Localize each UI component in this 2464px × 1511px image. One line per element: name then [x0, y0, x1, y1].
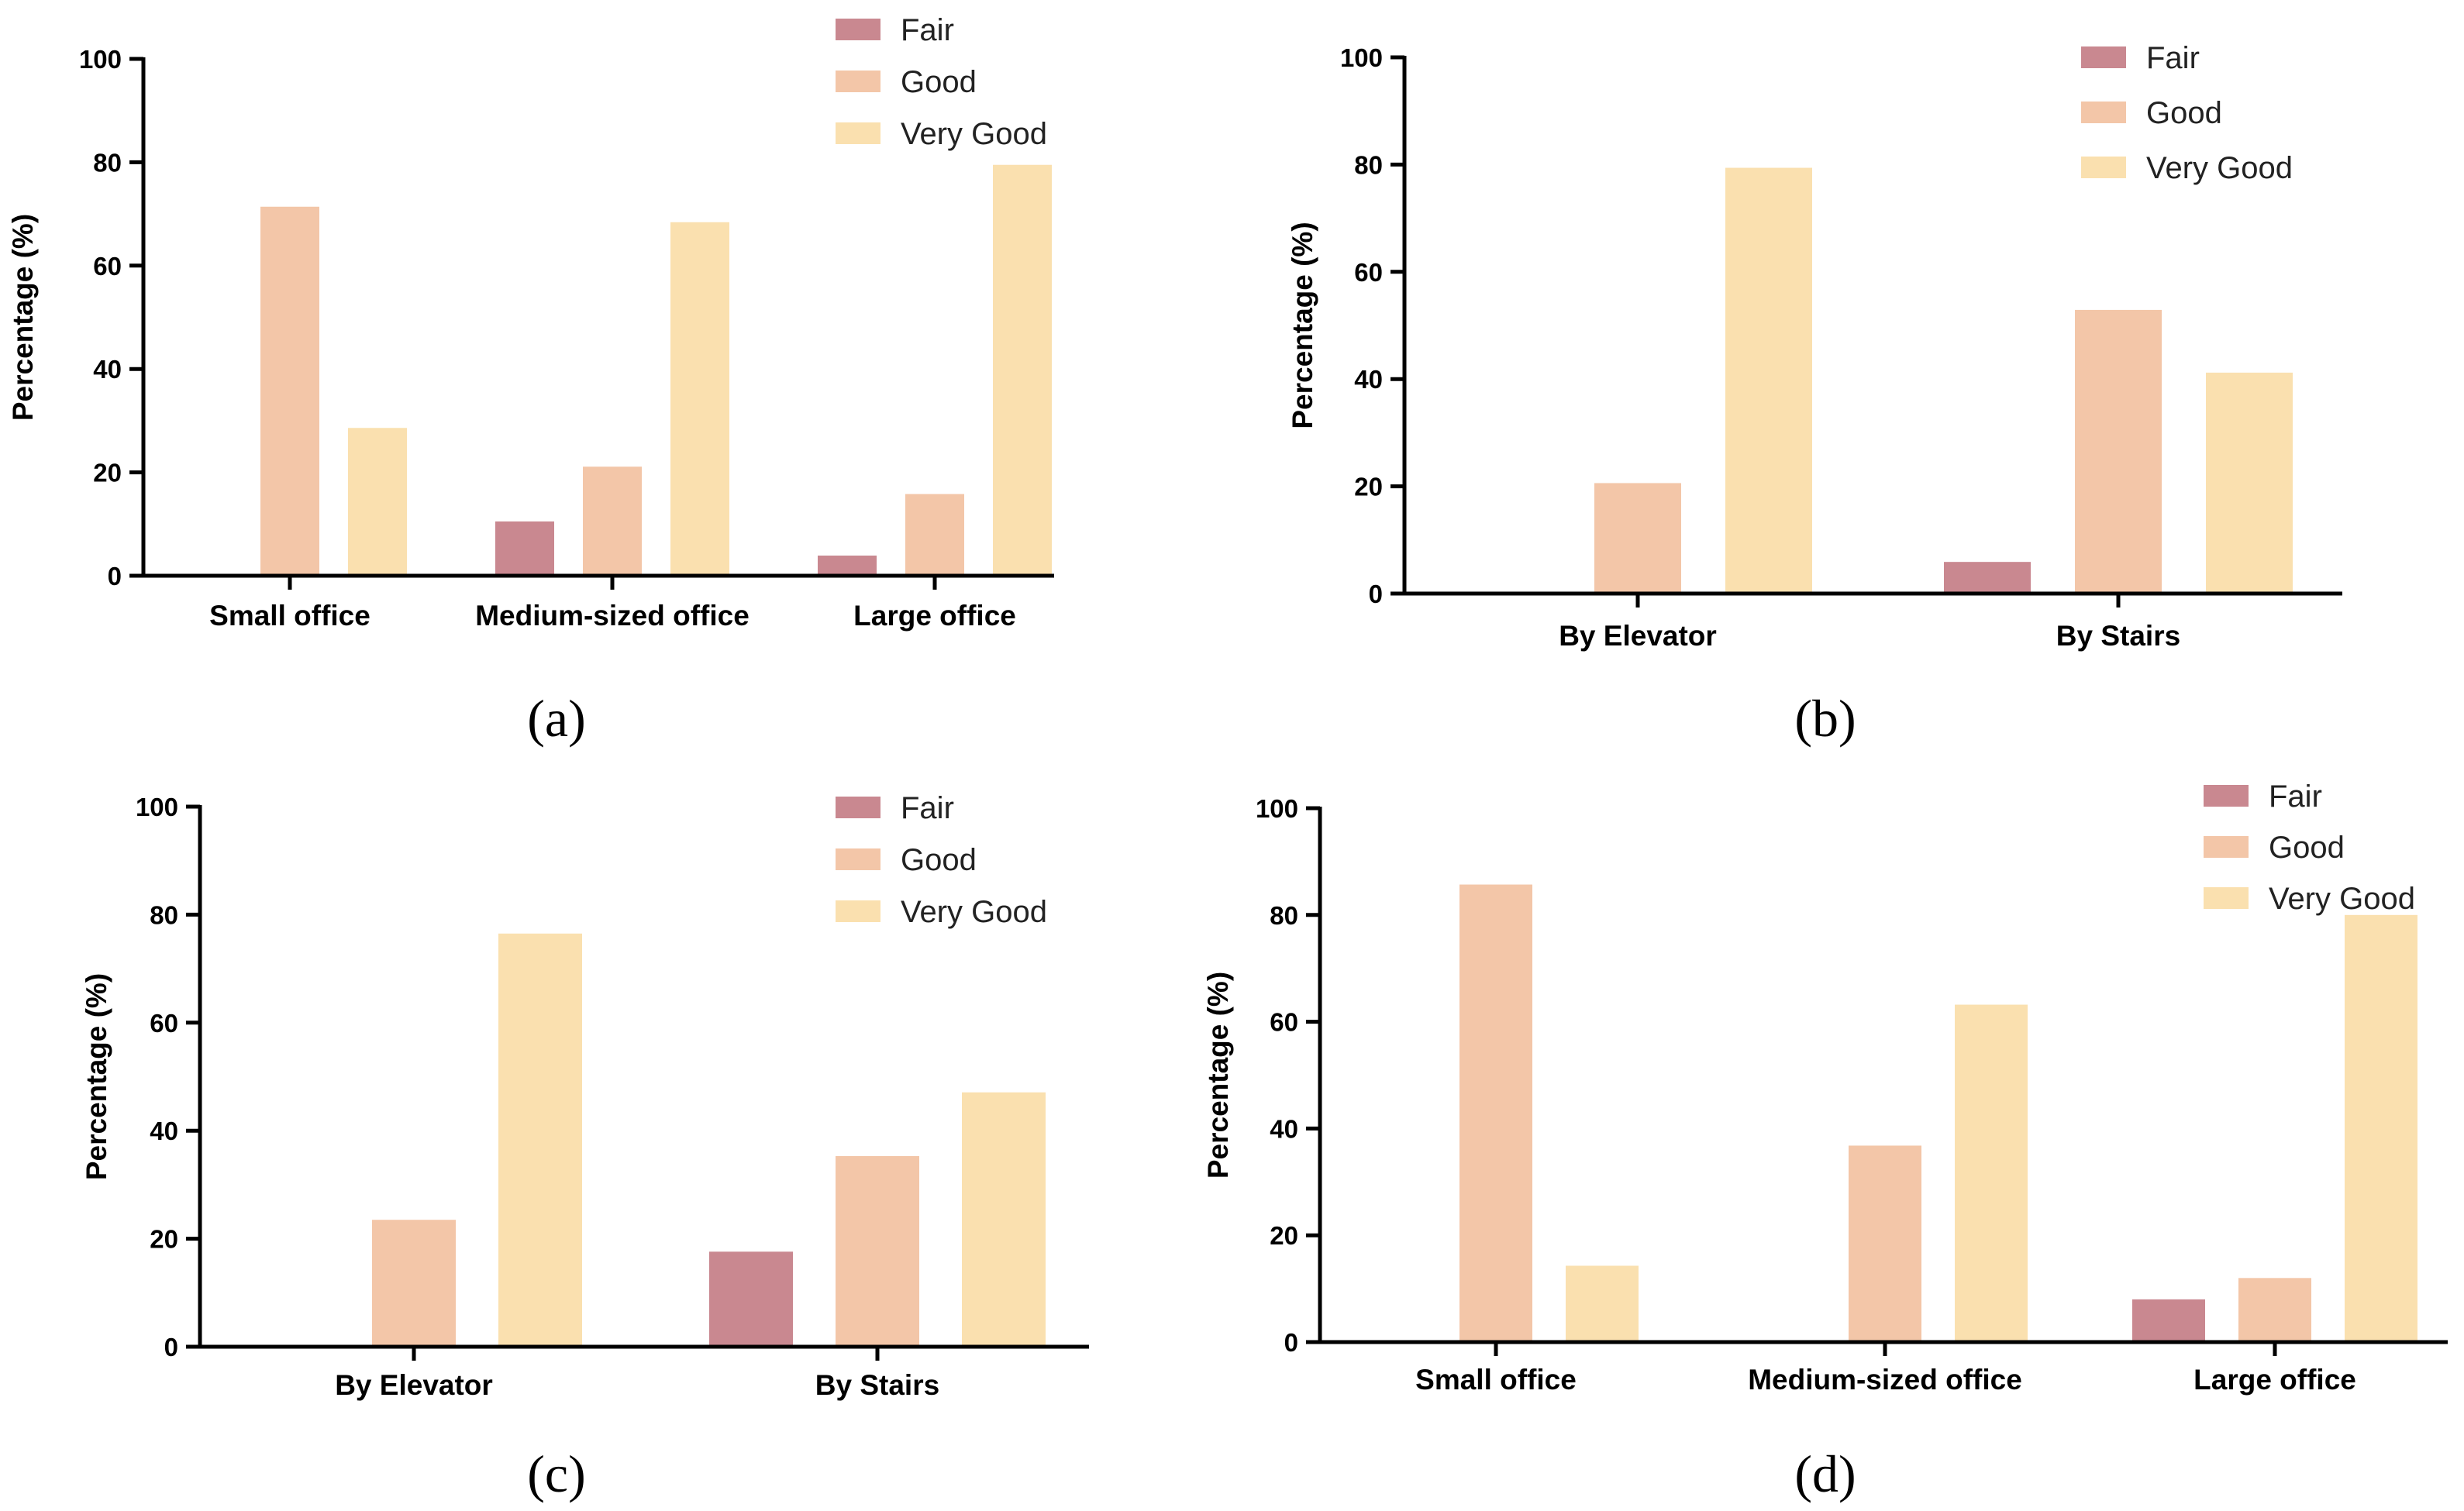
chart-panel-c: 0 20 40 60 80 100 By Elevator By Stairs Percenta…: [81, 791, 1089, 1503]
x-tick-label: Medium-sized office: [1748, 1364, 2022, 1396]
legend-swatch: [836, 900, 880, 922]
y-tick-label: 40: [1270, 1114, 1298, 1143]
bar-very-good-small-office: [1566, 1265, 1639, 1342]
legend-swatch: [2204, 887, 2249, 909]
bar-very-good-by-stairs: [962, 1092, 1046, 1347]
y-tick-label: 80: [93, 148, 122, 177]
bar-very-good-large-office: [2345, 914, 2417, 1342]
legend-label: Good: [2146, 96, 2222, 130]
chart-panel-a: 0 20 40 60 80 100 Small office Medium-sized off…: [7, 13, 1054, 748]
legend-label: Good: [901, 843, 977, 877]
y-tick-label: 0: [1369, 580, 1383, 608]
legend-swatch: [836, 797, 880, 818]
y-tick-label: 100: [136, 793, 178, 821]
legend-label: Very Good: [901, 895, 1047, 929]
bar-fair-by-stairs: [709, 1251, 793, 1347]
y-tick-label: 0: [164, 1333, 178, 1361]
y-tick-label: 40: [150, 1117, 178, 1145]
y-axis-label: Percentage (%): [1287, 222, 1318, 429]
y-tick-label: 20: [93, 459, 122, 487]
y-tick-label: 80: [1270, 901, 1298, 930]
legend-swatch: [836, 122, 880, 144]
y-tick-label: 100: [1340, 43, 1383, 72]
bar-good-by-elevator: [1594, 483, 1681, 594]
bar-very-good-by-elevator: [1725, 167, 1812, 594]
legend-label: Fair: [2146, 41, 2200, 75]
chart-panel-b: 0 20 40 60 80 100 By Elevator By Stairs Percenta…: [1287, 41, 2342, 748]
y-axis-label: Percentage (%): [7, 214, 39, 421]
legend-swatch: [2081, 157, 2126, 178]
y-tick-label: 100: [79, 45, 122, 74]
legend-label: Good: [901, 65, 977, 99]
x-tick-label: Small office: [209, 600, 370, 632]
bar-good-by-stairs: [2075, 309, 2162, 594]
y-tick-label: 80: [150, 900, 178, 929]
bar-good-medium-sized-office: [1849, 1145, 1921, 1342]
bar-good-small-office: [260, 206, 319, 576]
bar-good-large-office: [2238, 1278, 2311, 1342]
bar-good-medium-sized-office: [583, 466, 642, 576]
bar-fair-large-office: [2132, 1299, 2205, 1342]
panel-label: (c): [527, 1444, 585, 1503]
panel-label: (b): [1794, 689, 1856, 748]
y-tick-label: 20: [1270, 1221, 1298, 1250]
bar-fair-by-stairs: [1944, 562, 2031, 594]
bar-very-good-small-office: [348, 428, 407, 576]
x-tick-label: Medium-sized office: [475, 600, 750, 632]
x-tick-label: Large office: [2193, 1364, 2356, 1396]
legend-swatch: [2204, 836, 2249, 858]
bar-very-good-large-office: [993, 164, 1052, 577]
y-axis-label: Percentage (%): [1202, 972, 1234, 1179]
bar-very-good-by-stairs: [2206, 372, 2293, 594]
bar-very-good-medium-sized-office: [1955, 1004, 2028, 1342]
legend-swatch: [836, 71, 880, 92]
y-tick-label: 40: [93, 355, 122, 384]
legend-swatch: [836, 19, 880, 40]
bar-good-small-office: [1459, 884, 1532, 1342]
y-tick-label: 20: [1354, 473, 1383, 501]
legend-label: Fair: [901, 791, 954, 825]
legend-swatch: [836, 848, 880, 870]
legend-swatch: [2081, 102, 2126, 123]
y-tick-label: 80: [1354, 150, 1383, 179]
y-tick-label: 60: [1270, 1008, 1298, 1037]
panel-label: (a): [527, 689, 585, 748]
y-tick-label: 0: [1284, 1328, 1298, 1357]
bar-fair-large-office: [818, 555, 877, 576]
y-tick-label: 0: [108, 562, 122, 590]
y-tick-label: 100: [1256, 794, 1298, 823]
legend-label: Good: [2269, 831, 2345, 865]
bar-good-large-office: [905, 494, 964, 576]
legend-label: Fair: [901, 13, 954, 47]
bar-good-by-elevator: [372, 1220, 456, 1347]
x-tick-label: By Stairs: [815, 1369, 939, 1401]
y-tick-label: 60: [150, 1009, 178, 1038]
legend-swatch: [2204, 785, 2249, 807]
x-tick-label: Large office: [853, 600, 1016, 632]
legend-label: Fair: [2269, 780, 2322, 814]
chart-panel-d: 0 20 40 60 80 100 Small office Medium-sized off…: [1202, 780, 2448, 1503]
panel-label: (d): [1794, 1444, 1856, 1503]
bar-good-by-stairs: [836, 1155, 919, 1347]
bar-very-good-medium-sized-office: [670, 222, 729, 576]
legend-label: Very Good: [901, 117, 1047, 151]
y-tick-label: 40: [1354, 365, 1383, 394]
y-tick-label: 60: [1354, 258, 1383, 287]
x-tick-label: By Stairs: [2056, 620, 2180, 652]
y-tick-label: 20: [150, 1225, 178, 1254]
x-tick-label: Small office: [1415, 1364, 1577, 1396]
legend-swatch: [2081, 46, 2126, 68]
legend-label: Very Good: [2269, 882, 2415, 916]
x-tick-label: By Elevator: [335, 1369, 493, 1401]
legend-label: Very Good: [2146, 151, 2293, 185]
bar-fair-medium-sized-office: [495, 521, 554, 576]
bar-very-good-by-elevator: [498, 933, 582, 1347]
x-tick-label: By Elevator: [1559, 620, 1717, 652]
y-axis-label: Percentage (%): [81, 973, 112, 1180]
y-tick-label: 60: [93, 252, 122, 281]
